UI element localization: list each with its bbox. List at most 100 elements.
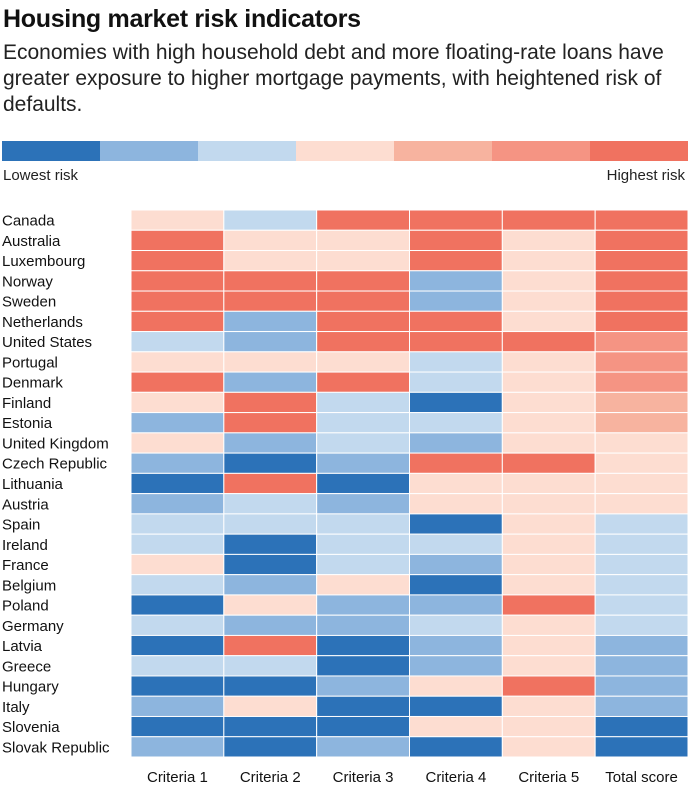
heatmap-cell [409,310,503,333]
heatmap-cell [409,270,503,292]
heatmap-cell [501,513,596,535]
heatmap-cell [130,472,225,495]
heatmap-cell [409,533,503,555]
row-label: Greece [2,658,51,675]
heatmap-cell [223,290,318,312]
heatmap-cell [316,290,410,312]
heatmap-cell [409,432,503,454]
heatmap-cell [501,533,596,555]
legend-swatch-4 [296,141,394,161]
heatmap-cell [223,391,318,414]
heatmap-cell [501,614,596,636]
heatmap-cell [594,493,689,515]
heatmap-cell [409,331,503,353]
heatmap-cell [501,250,596,272]
column-label: Total score [605,769,678,786]
heatmap-cell [409,250,503,272]
row-label: Netherlands [2,314,83,331]
heatmap-cell [409,371,503,393]
heatmap-cell [594,391,689,414]
heatmap-cell [594,412,689,434]
column-label: Criteria 5 [518,769,579,786]
heatmap-cell [130,634,225,657]
column-label: Criteria 4 [425,769,486,786]
heatmap-cell [594,432,689,454]
chart-subtitle: Economies with high household debt and m… [3,41,664,116]
heatmap-cell [223,250,318,272]
heatmap-cell [594,472,689,495]
color-scale-legend [2,141,688,161]
heatmap-cell [223,452,318,474]
heatmap-cell [130,715,225,738]
heatmap-cell [409,675,503,697]
heatmap-cell [316,270,410,292]
heatmap-cell [316,513,410,535]
heatmap-cell [316,493,410,515]
heatmap-cell [409,553,503,576]
heatmap-cell [223,695,318,717]
heatmap-cell [501,452,596,474]
heatmap-cell [594,715,689,738]
heatmap-cell [501,493,596,515]
column-label: Criteria 2 [240,769,301,786]
heatmap-cell [130,493,225,515]
row-label: Germany [2,618,64,635]
heatmap-cell [501,695,596,717]
heatmap-cell [501,594,596,616]
heatmap-cell [316,715,410,738]
heatmap-cell [130,290,225,312]
heatmap-cell [316,371,410,393]
column-label: Criteria 1 [147,769,208,786]
heatmap-cell [316,250,410,272]
row-label: Australia [2,233,61,250]
row-label: Ireland [2,537,48,554]
heatmap-cell [501,472,596,495]
heatmap-cell [409,209,503,231]
row-label: Estonia [2,415,53,432]
heatmap-cell [594,675,689,697]
heatmap-cell [223,270,318,292]
heatmap-cell [409,452,503,474]
heatmap-cell [501,553,596,576]
heatmap-cell [501,655,596,677]
heatmap-cell [130,412,225,434]
heatmap-cell [223,351,318,373]
heatmap-cell [316,472,410,495]
row-label: Finland [2,395,51,412]
heatmap-cell [409,715,503,738]
heatmap-cell [316,594,410,616]
heatmap-cell [501,209,596,231]
row-label: Belgium [2,577,56,594]
heatmap-cell [409,290,503,312]
heatmap-cell [409,412,503,434]
heatmap-cell [501,432,596,454]
heatmap-cell [594,634,689,657]
heatmap-cell [130,209,225,231]
heatmap-cell [130,655,225,677]
row-label: Czech Republic [2,456,108,473]
heatmap-cell [223,594,318,616]
legend-low-label: Lowest risk [3,167,79,184]
heatmap-cell [223,513,318,535]
heatmap-cell [130,270,225,292]
heatmap-cell [130,675,225,697]
heatmap-cell [594,655,689,677]
heatmap-cell [501,290,596,312]
heatmap-cell [594,533,689,555]
row-label: Sweden [2,294,56,311]
heatmap-cell [594,310,689,333]
heatmap-cell [316,695,410,717]
heatmap-cell [409,574,503,596]
row-label: Italy [2,699,30,716]
row-label: United States [2,334,92,351]
heatmap-cell [316,675,410,697]
heatmap-cell [223,493,318,515]
heatmap-cell [223,229,318,252]
legend-swatch-3 [198,141,296,161]
legend-swatch-6 [492,141,590,161]
heatmap-cell [130,371,225,393]
row-label: Hungary [2,679,59,696]
heatmap-cell [501,310,596,333]
heatmap-cell [223,553,318,576]
heatmap-cell [409,472,503,495]
